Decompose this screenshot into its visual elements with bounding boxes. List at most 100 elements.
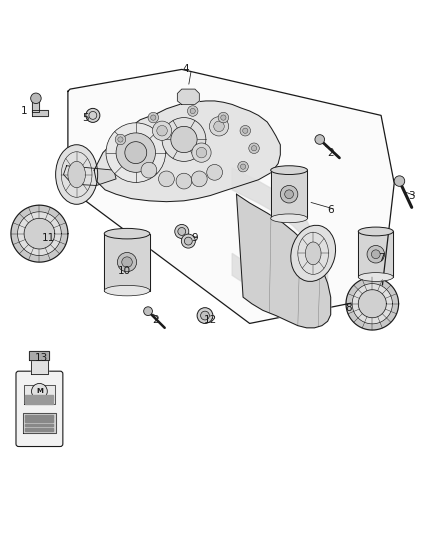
Polygon shape (232, 168, 328, 318)
Ellipse shape (218, 112, 229, 123)
Ellipse shape (104, 285, 150, 296)
Text: 1: 1 (21, 106, 28, 116)
Polygon shape (25, 415, 53, 418)
Ellipse shape (141, 162, 157, 178)
Ellipse shape (157, 125, 167, 136)
Polygon shape (29, 351, 49, 360)
Ellipse shape (144, 307, 152, 316)
Text: 2: 2 (327, 148, 334, 158)
Polygon shape (104, 233, 150, 290)
Polygon shape (24, 385, 55, 405)
Ellipse shape (125, 142, 147, 164)
Text: M: M (36, 389, 43, 394)
Ellipse shape (116, 133, 155, 172)
Polygon shape (25, 424, 53, 426)
Text: 8: 8 (345, 303, 352, 313)
Ellipse shape (280, 185, 298, 203)
Polygon shape (237, 194, 331, 328)
Ellipse shape (197, 308, 213, 324)
Ellipse shape (181, 234, 195, 248)
Ellipse shape (271, 214, 307, 223)
Ellipse shape (251, 146, 257, 151)
Ellipse shape (187, 106, 198, 116)
Ellipse shape (171, 126, 197, 152)
Ellipse shape (104, 229, 150, 239)
Polygon shape (94, 101, 280, 201)
Ellipse shape (162, 118, 206, 161)
Ellipse shape (68, 161, 85, 188)
Polygon shape (64, 166, 116, 185)
Text: 13: 13 (35, 353, 48, 364)
Ellipse shape (152, 121, 172, 140)
Polygon shape (25, 395, 53, 397)
Ellipse shape (196, 147, 207, 158)
Ellipse shape (117, 253, 137, 272)
Polygon shape (271, 170, 307, 219)
Ellipse shape (291, 225, 336, 281)
Ellipse shape (178, 228, 186, 236)
Polygon shape (352, 284, 392, 324)
Polygon shape (32, 98, 39, 112)
Ellipse shape (190, 108, 195, 114)
Ellipse shape (243, 128, 248, 133)
Polygon shape (11, 205, 68, 262)
Ellipse shape (191, 171, 207, 187)
Ellipse shape (148, 112, 159, 123)
Text: 7: 7 (378, 253, 385, 263)
Ellipse shape (159, 171, 174, 187)
Polygon shape (24, 219, 55, 249)
Ellipse shape (118, 137, 123, 142)
Ellipse shape (56, 145, 98, 204)
Polygon shape (68, 69, 394, 324)
Text: 10: 10 (118, 266, 131, 276)
Polygon shape (25, 397, 53, 399)
Polygon shape (358, 231, 393, 277)
Ellipse shape (209, 117, 229, 136)
Text: 12: 12 (204, 315, 217, 325)
Ellipse shape (176, 173, 192, 189)
Ellipse shape (238, 161, 248, 172)
Polygon shape (25, 399, 53, 401)
Ellipse shape (240, 125, 251, 136)
Ellipse shape (122, 257, 132, 268)
Polygon shape (32, 110, 48, 116)
Text: 9: 9 (191, 233, 198, 243)
Ellipse shape (271, 166, 307, 174)
Ellipse shape (358, 273, 393, 281)
Text: 3: 3 (408, 191, 415, 201)
Polygon shape (31, 360, 48, 374)
Polygon shape (23, 413, 56, 433)
Polygon shape (346, 278, 399, 330)
Ellipse shape (201, 311, 209, 320)
Text: 11: 11 (42, 233, 55, 243)
Ellipse shape (86, 108, 100, 123)
Ellipse shape (315, 135, 325, 144)
FancyBboxPatch shape (16, 371, 63, 447)
Ellipse shape (151, 115, 156, 120)
Ellipse shape (207, 165, 223, 180)
Polygon shape (25, 419, 53, 422)
Polygon shape (18, 212, 61, 255)
Text: 6: 6 (327, 205, 334, 215)
Polygon shape (358, 290, 386, 318)
Ellipse shape (106, 123, 166, 182)
Polygon shape (25, 428, 53, 431)
Ellipse shape (31, 93, 41, 103)
Ellipse shape (115, 134, 126, 145)
Ellipse shape (305, 242, 321, 265)
Ellipse shape (285, 190, 293, 199)
Polygon shape (177, 89, 199, 104)
Ellipse shape (184, 237, 192, 245)
Text: 2: 2 (152, 315, 159, 325)
Ellipse shape (240, 164, 246, 169)
Ellipse shape (221, 115, 226, 120)
Ellipse shape (394, 176, 405, 187)
Ellipse shape (371, 250, 380, 259)
Ellipse shape (214, 121, 224, 132)
Text: 5: 5 (82, 112, 89, 123)
Text: 4: 4 (183, 64, 190, 75)
Polygon shape (25, 402, 53, 403)
Ellipse shape (175, 224, 189, 238)
Ellipse shape (32, 383, 47, 399)
Ellipse shape (367, 246, 385, 263)
